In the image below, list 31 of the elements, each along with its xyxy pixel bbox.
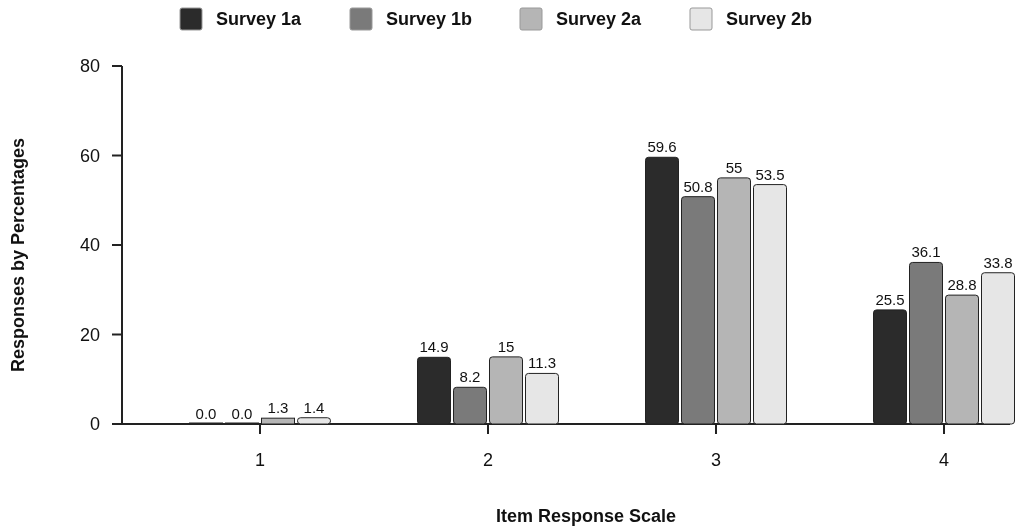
legend-label: Survey 2a (556, 9, 643, 30)
legend-label: Survey 2b (726, 9, 813, 30)
data-label: 0.0 (231, 405, 253, 422)
y-tick-label: 20 (79, 324, 100, 345)
data-label: 11.3 (527, 354, 557, 372)
y-tick-label: 60 (79, 145, 100, 166)
y-tick-label: 40 (79, 235, 100, 256)
data-label: 0.0 (195, 405, 217, 422)
data-label: 59.6 (647, 138, 677, 156)
data-label: 1.3 (267, 399, 289, 417)
data-label: 8.2 (459, 368, 481, 386)
y-tick-label: 80 (79, 56, 100, 77)
data-label: 1.4 (303, 398, 325, 416)
data-label: 50.8 (683, 177, 713, 195)
data-label: 33.8 (983, 253, 1013, 271)
data-label: 14.9 (419, 338, 449, 356)
legend-label: Survey 1b (386, 9, 473, 30)
data-label: 15 (497, 337, 515, 355)
data-label: 53.5 (755, 165, 785, 183)
x-tick-label: 1 (254, 450, 266, 470)
data-label: 25.5 (875, 290, 905, 308)
x-tick-label: 4 (938, 450, 950, 470)
data-label: 55 (725, 158, 743, 176)
x-tick-label: 3 (710, 450, 722, 470)
legend-label: Survey 1a (216, 9, 303, 30)
data-label: 36.1 (911, 243, 941, 261)
data-label: 28.8 (947, 276, 977, 294)
x-tick-label: 2 (482, 450, 494, 470)
y-tick-label: 0 (89, 414, 100, 435)
y-axis-title: Responses by Percentages (8, 137, 28, 373)
x-axis-title: Item Response Scale (495, 506, 677, 526)
